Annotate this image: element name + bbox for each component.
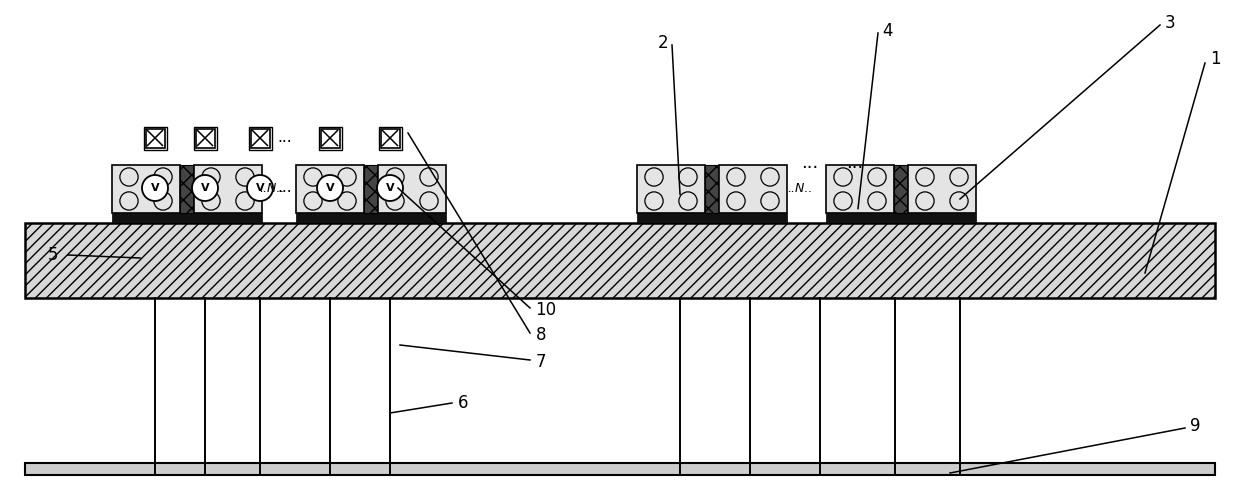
Circle shape (247, 175, 273, 201)
Bar (112, 165, 180, 213)
Text: V: V (255, 183, 264, 193)
Bar (319, 127, 341, 149)
Bar (112, 213, 262, 223)
Text: V: V (151, 183, 159, 193)
Text: 9: 9 (1190, 417, 1200, 435)
Text: 4: 4 (882, 22, 893, 40)
Bar (250, 129, 269, 147)
Circle shape (377, 175, 403, 201)
Text: V: V (386, 183, 394, 193)
Text: 5: 5 (47, 246, 58, 264)
Bar (193, 165, 262, 213)
Circle shape (192, 175, 218, 201)
Bar (908, 165, 976, 213)
Bar (196, 129, 215, 147)
Bar (706, 165, 719, 213)
Bar (894, 165, 908, 213)
Bar (826, 213, 976, 223)
Text: 3: 3 (1166, 14, 1176, 32)
Bar (637, 165, 706, 213)
Text: ...: ... (278, 180, 293, 196)
Bar (144, 127, 166, 149)
Text: ...: ... (278, 131, 293, 145)
Text: 7: 7 (536, 353, 547, 371)
Bar (296, 213, 446, 223)
Text: ..N..: ..N.. (787, 182, 812, 196)
Bar (296, 165, 365, 213)
Bar (180, 165, 193, 213)
Bar (378, 127, 402, 149)
Bar (365, 165, 378, 213)
Bar (381, 129, 399, 147)
Bar (193, 127, 217, 149)
Bar (826, 165, 894, 213)
Circle shape (317, 175, 343, 201)
Bar (25, 463, 1215, 475)
Bar (378, 165, 446, 213)
Text: ..N..: ..N.. (259, 182, 285, 196)
Text: 8: 8 (536, 326, 547, 344)
Bar (25, 223, 1215, 298)
Bar (719, 165, 787, 213)
Text: V: V (326, 183, 335, 193)
Bar (248, 127, 272, 149)
Bar (145, 129, 165, 147)
Circle shape (143, 175, 167, 201)
Text: V: V (201, 183, 210, 193)
Bar (637, 213, 787, 223)
Bar (320, 129, 340, 147)
Text: 10: 10 (534, 301, 556, 319)
Text: 6: 6 (458, 394, 469, 412)
Text: ...: ... (847, 154, 863, 172)
Text: 2: 2 (657, 34, 668, 52)
Text: 1: 1 (1210, 50, 1220, 68)
Text: ...: ... (801, 154, 818, 172)
